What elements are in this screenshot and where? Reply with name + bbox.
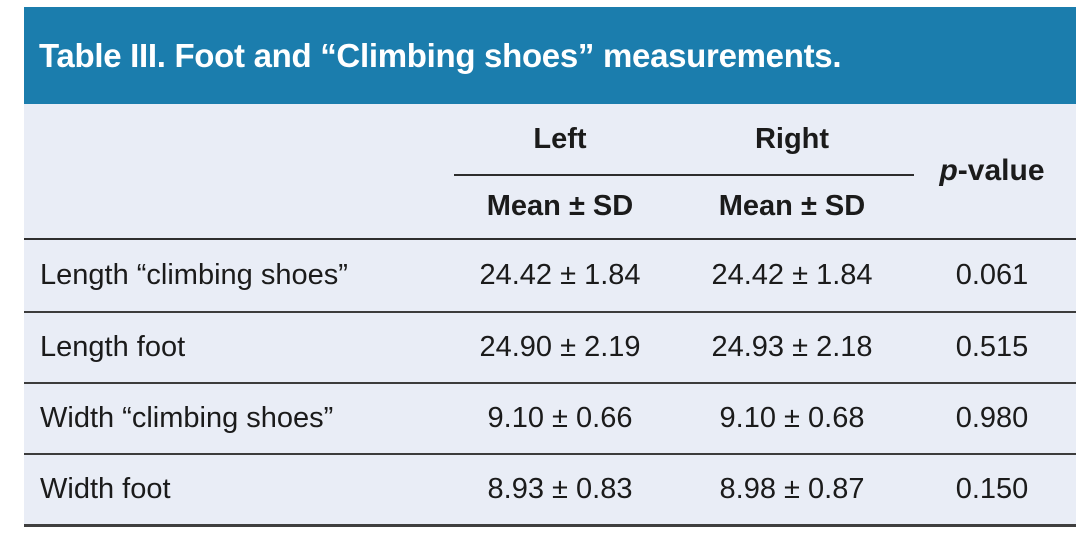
pvalue-rest: -value [957,154,1045,187]
right-mean-cell: 8.98 ± 0.87 [719,473,865,505]
pvalue-italic-p: p [939,154,958,187]
right-mean-cell: 9.10 ± 0.68 [719,402,865,434]
table-row: Length foot 24.90 ± 2.19 24.93 ± 2.18 0.… [24,311,1076,382]
left-mean-cell: 9.10 ± 0.66 [487,402,633,434]
row-label: Length “climbing shoes” [40,259,348,291]
pvalue-cell: 0.061 [955,259,1029,291]
pvalue-cell: 0.980 [955,402,1029,434]
left-mean-cell: 24.90 ± 2.19 [479,331,641,363]
row-label: Width “climbing shoes” [40,402,334,434]
table-title: Table III. Foot and “Climbing shoes” mea… [39,36,842,74]
table-body: Left Right p-value Mean ± SD Mean ± SD L… [24,104,1076,527]
row-label: Width foot [40,473,171,505]
right-mean-cell: 24.42 ± 1.84 [711,259,873,291]
left-mean-cell: 8.93 ± 0.83 [487,473,633,505]
left-mean-cell: 24.42 ± 1.84 [479,259,641,291]
column-header-right: Right [754,122,830,155]
row-label: Length foot [40,331,186,363]
header-divider-line [454,174,914,176]
table-row: Width foot 8.93 ± 0.83 8.98 ± 0.87 0.150 [24,453,1076,524]
column-header-left: Left [533,122,587,155]
pvalue-cell: 0.150 [955,473,1029,505]
table-iii-card: Table III. Foot and “Climbing shoes” mea… [24,7,1076,527]
table-title-bar: Table III. Foot and “Climbing shoes” mea… [24,7,1076,104]
right-mean-cell: 24.93 ± 2.18 [711,331,873,363]
subheader-mean-sd-right: Mean ± SD [718,189,866,222]
table-row: Length “climbing shoes” 24.42 ± 1.84 24.… [24,240,1076,311]
subheader-mean-sd-left: Mean ± SD [486,189,634,222]
table-row: Width “climbing shoes” 9.10 ± 0.66 9.10 … [24,382,1076,453]
column-header-pvalue: p-value [908,154,1076,188]
table-header: Left Right p-value Mean ± SD Mean ± SD [24,104,1076,240]
pvalue-cell: 0.515 [955,331,1029,363]
